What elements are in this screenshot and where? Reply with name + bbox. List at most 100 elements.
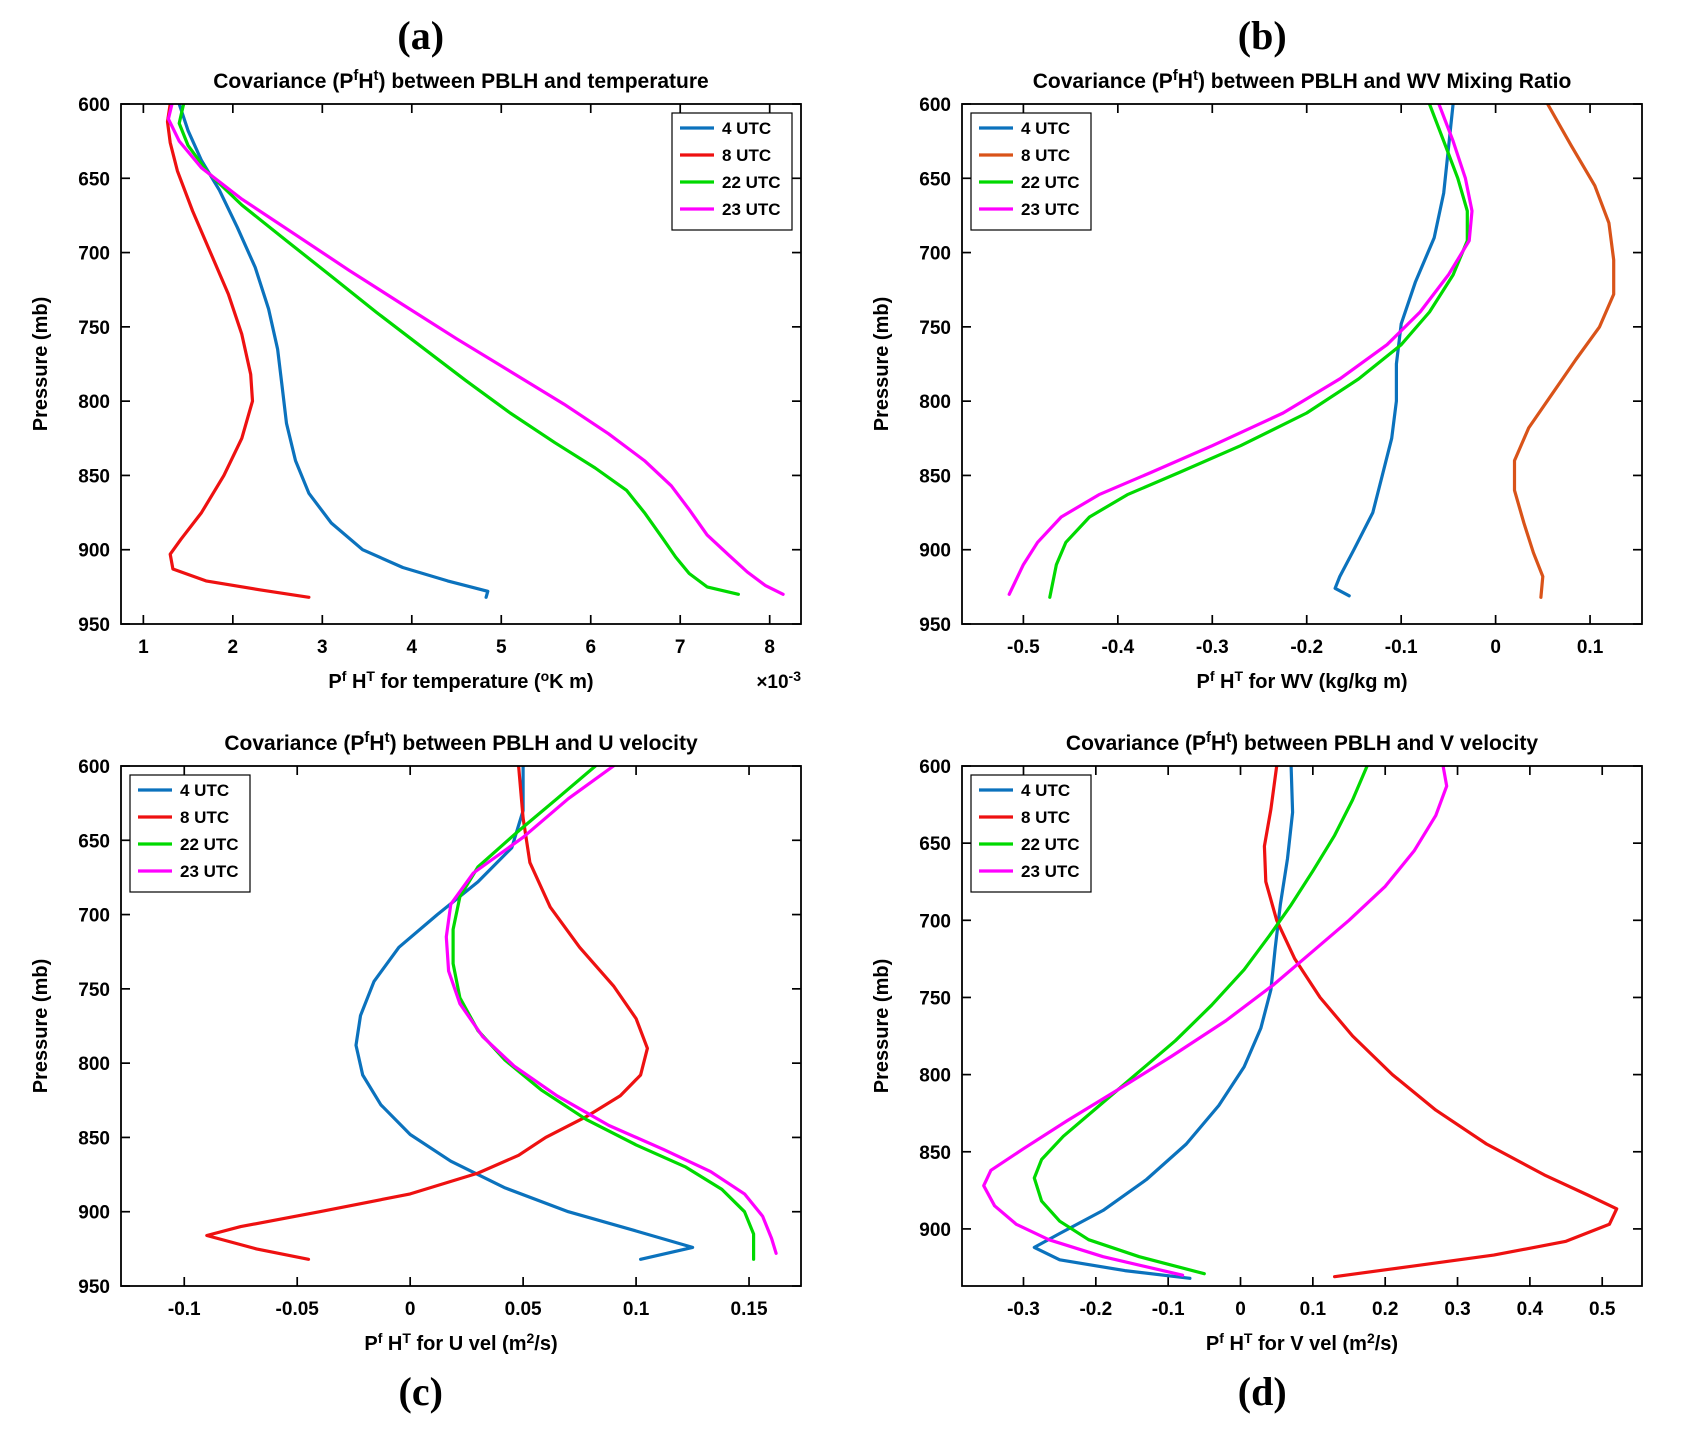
legend-label: 8 UTC <box>722 146 771 165</box>
series-line-4-utc <box>177 104 489 599</box>
legend-label: 4 UTC <box>1021 119 1070 138</box>
x-axis-label: Pf HT for temperature (oK m) <box>328 668 593 693</box>
series-line-8-utc <box>1512 104 1615 599</box>
svg-text:-0.4: -0.4 <box>1101 637 1134 658</box>
legend: 4 UTC 8 UTC 22 UTC 23 UTC <box>969 774 1092 893</box>
svg-text:0.15: 0.15 <box>730 1299 767 1320</box>
svg-text:0.2: 0.2 <box>1371 1299 1397 1320</box>
legend: 4 UTC 8 UTC 22 UTC 23 UTC <box>969 112 1092 231</box>
series-line-4-utc <box>1333 104 1455 598</box>
svg-text:600: 600 <box>78 757 110 778</box>
tick-marks <box>120 765 801 1287</box>
y-tick-labels: 600 650 700 750 800 850 900 950 <box>78 95 110 636</box>
y-axis-label: Pressure (mb) <box>871 297 893 432</box>
svg-text:0: 0 <box>404 1299 415 1320</box>
svg-text:800: 800 <box>919 1066 951 1087</box>
legend-label: 22 UTC <box>180 835 239 854</box>
series-line-4-utc <box>353 766 694 1261</box>
svg-text:2: 2 <box>227 637 238 658</box>
chart-svg-d: -0.3 -0.2 -0.1 0 0.1 0.2 0.3 0.4 0.5 600 650 700 750… <box>871 729 1643 1355</box>
svg-text:750: 750 <box>78 318 110 339</box>
svg-text:750: 750 <box>919 318 951 339</box>
chart-title: Covariance (PfHt) between PBLH and U vel… <box>224 729 698 755</box>
series-line-22-utc <box>1047 104 1469 599</box>
panel-c-chart: -0.1 -0.05 0 0.05 0.1 0.15 600 650 700 750 800 850 9… <box>0 724 841 1364</box>
series-line-8-utc <box>204 766 649 1261</box>
svg-text:850: 850 <box>78 1128 110 1149</box>
svg-text:700: 700 <box>919 911 951 932</box>
svg-text:900: 900 <box>919 541 951 562</box>
series-line-23-utc <box>444 766 778 1255</box>
series-line-23-utc <box>981 766 1448 1277</box>
series-line-8-utc <box>1262 766 1618 1279</box>
svg-text:800: 800 <box>78 1054 110 1075</box>
svg-text:1: 1 <box>138 637 149 658</box>
svg-text:650: 650 <box>919 169 951 190</box>
series-line-23-utc <box>1007 104 1474 596</box>
legend-label: 23 UTC <box>1021 200 1080 219</box>
svg-text:700: 700 <box>78 244 110 265</box>
chart-title: Covariance (PfHt) between PBLH and WV Mi… <box>1032 67 1571 93</box>
x-tick-labels: -0.1 -0.05 0 0.05 0.1 0.15 <box>167 1299 767 1320</box>
chart-svg-c: -0.1 -0.05 0 0.05 0.1 0.15 600 650 700 750 800 850 9… <box>30 729 802 1355</box>
x-axis-label: Pf HT for WV (kg/kg m) <box>1196 668 1407 693</box>
svg-text:0.4: 0.4 <box>1516 1299 1543 1320</box>
y-tick-labels: 600 650 700 750 800 850 900 <box>919 757 951 1241</box>
svg-text:800: 800 <box>78 392 110 413</box>
svg-text:900: 900 <box>78 1203 110 1224</box>
svg-text:850: 850 <box>919 1143 951 1164</box>
y-tick-labels: 600 650 700 750 800 850 900 950 <box>78 757 110 1298</box>
legend-label: 22 UTC <box>722 173 781 192</box>
legend-label: 23 UTC <box>1021 862 1080 881</box>
series-group <box>204 766 778 1261</box>
svg-text:650: 650 <box>78 169 110 190</box>
svg-text:-0.1: -0.1 <box>1384 637 1417 658</box>
y-axis-label: Pressure (mb) <box>30 297 52 432</box>
series-line-22-utc <box>1032 766 1369 1276</box>
svg-text:750: 750 <box>919 988 951 1009</box>
svg-text:-0.3: -0.3 <box>1195 637 1228 658</box>
chart-title: Covariance (PfHt) between PBLH and V vel… <box>1065 729 1537 755</box>
svg-text:-0.3: -0.3 <box>1007 1299 1040 1320</box>
svg-text:850: 850 <box>919 466 951 487</box>
legend-label: 22 UTC <box>1021 835 1080 854</box>
svg-text:600: 600 <box>78 95 110 116</box>
panel-d-chart: -0.3 -0.2 -0.1 0 0.1 0.2 0.3 0.4 0.5 600 650 700 750… <box>841 724 1682 1364</box>
axes-box <box>960 765 1643 1287</box>
svg-text:650: 650 <box>919 834 951 855</box>
x-axis-label: Pf HT for U vel (m2/s) <box>364 1330 557 1355</box>
svg-text:900: 900 <box>919 1220 951 1241</box>
svg-text:6: 6 <box>585 637 596 658</box>
top-panel-labels: (a) (b) <box>0 8 1683 62</box>
svg-text:800: 800 <box>919 392 951 413</box>
tick-marks <box>961 103 1642 625</box>
panel-a-chart: 1 2 3 4 5 6 7 8 600 650 700 750 800 850 900 950 Covarian… <box>0 62 841 702</box>
svg-text:0: 0 <box>1235 1299 1246 1320</box>
legend-label: 23 UTC <box>722 200 781 219</box>
axes-box <box>119 103 802 625</box>
legend-label: 8 UTC <box>1021 808 1070 827</box>
svg-text:0.5: 0.5 <box>1589 1299 1616 1320</box>
series-group <box>981 766 1618 1280</box>
y-tick-labels: 600 650 700 750 800 850 900 950 <box>919 95 951 636</box>
svg-text:0: 0 <box>1490 637 1501 658</box>
svg-text:600: 600 <box>919 95 951 116</box>
y-axis-label: Pressure (mb) <box>30 959 52 1094</box>
svg-text:650: 650 <box>78 831 110 852</box>
series-line-8-utc <box>165 104 310 599</box>
svg-text:600: 600 <box>919 757 951 778</box>
svg-text:7: 7 <box>674 637 685 658</box>
bottom-panel-labels: (c) (d) <box>0 1364 1683 1418</box>
svg-text:-0.05: -0.05 <box>275 1299 319 1320</box>
svg-text:950: 950 <box>78 1277 110 1298</box>
series-group <box>1007 104 1615 599</box>
svg-text:700: 700 <box>78 906 110 927</box>
legend-label: 4 UTC <box>1021 781 1070 800</box>
series-group <box>165 104 785 599</box>
legend-label: 8 UTC <box>1021 146 1070 165</box>
panel-label-b: (b) <box>1237 12 1287 58</box>
svg-text:3: 3 <box>317 637 328 658</box>
legend: 4 UTC 8 UTC 22 UTC 23 UTC <box>128 774 251 893</box>
legend-label: 23 UTC <box>180 862 239 881</box>
